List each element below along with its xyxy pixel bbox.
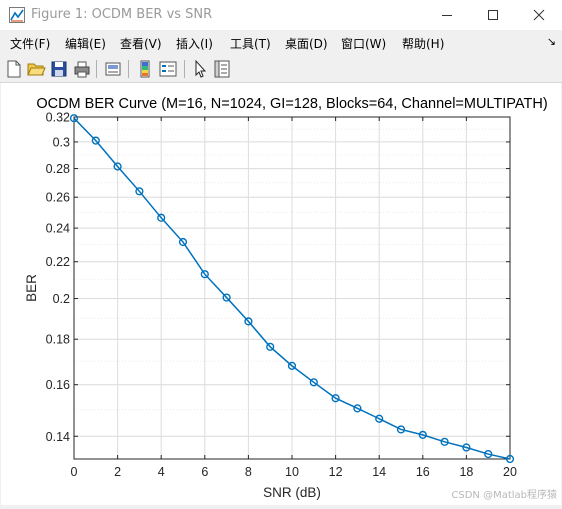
- data-point-marker: [505, 454, 515, 464]
- new-figure-icon: [7, 60, 21, 78]
- series: [69, 114, 515, 464]
- toolbar-separator: [96, 60, 97, 78]
- data-point-marker: [244, 317, 253, 326]
- x-tick-label: 2: [114, 465, 121, 479]
- open-file-icon: [27, 63, 46, 76]
- colorbar-icon: [140, 60, 150, 78]
- save-icon: [51, 61, 67, 77]
- new-figure-button[interactable]: [4, 59, 24, 79]
- pointer-icon: [195, 59, 207, 78]
- x-tick-label: 4: [158, 465, 165, 479]
- x-tick-label: 18: [459, 465, 473, 479]
- link-plot-icon: [105, 62, 121, 76]
- menu-view[interactable]: 查看(V): [120, 37, 162, 51]
- minimize-button[interactable]: [424, 0, 470, 30]
- property-editor-button[interactable]: [212, 59, 232, 79]
- y-tick-label: 0.32: [46, 111, 70, 125]
- y-tick-label: 0.2: [53, 292, 70, 306]
- data-point-marker: [309, 378, 318, 387]
- property-editor-icon: [214, 60, 230, 78]
- print-button[interactable]: [72, 59, 92, 79]
- link-plot-button[interactable]: [103, 59, 123, 79]
- data-point-marker: [157, 213, 166, 222]
- data-point-marker: [462, 443, 471, 452]
- colorbar-button[interactable]: [135, 59, 155, 79]
- menu-tools[interactable]: 工具(T): [230, 37, 271, 51]
- ber-curve-line: [73, 117, 511, 460]
- x-tick-label: 10: [285, 465, 299, 479]
- menu-insert[interactable]: 插入(I): [176, 37, 213, 51]
- save-button[interactable]: [49, 59, 69, 79]
- data-point-marker: [375, 414, 384, 423]
- matlab-figure-icon: [9, 7, 25, 23]
- legend-icon: [159, 61, 177, 77]
- x-tick-label: 16: [416, 465, 430, 479]
- grid: [73, 116, 511, 459]
- x-tick-label: 8: [245, 465, 252, 479]
- legend-button[interactable]: [158, 59, 178, 79]
- figure-toolbar: [0, 56, 562, 83]
- minimize-icon: [442, 15, 452, 16]
- y-tick-label: 0.26: [46, 191, 70, 205]
- window-bottom-edge: [0, 505, 562, 508]
- x-tick-label: 6: [201, 465, 208, 479]
- watermark-text: CSDN @Matlab程序猿: [451, 490, 557, 501]
- menu-bar: 文件(F) 编辑(E) 查看(V) 插入(I) 工具(T) 桌面(D) 窗口(W…: [0, 30, 562, 56]
- y-tick-label: 0.16: [46, 378, 70, 392]
- data-point-marker: [287, 361, 297, 370]
- y-tick-label: 0.3: [53, 135, 70, 149]
- data-point-marker: [178, 237, 188, 247]
- y-tick-label: 0.14: [46, 430, 70, 444]
- chevron-icon[interactable]: ↘: [546, 35, 556, 48]
- toolbar-separator: [128, 60, 129, 78]
- data-point-marker: [440, 437, 449, 446]
- open-file-button[interactable]: [26, 59, 46, 79]
- data-point-marker: [69, 114, 79, 123]
- print-icon: [74, 61, 90, 78]
- data-point-marker: [353, 404, 362, 413]
- chart-title: OCDM BER Curve (M=16, N=1024, GI=128, Bl…: [36, 96, 547, 112]
- x-tick-label: 0: [71, 465, 78, 479]
- data-point-marker: [396, 425, 406, 434]
- close-icon: [533, 9, 545, 21]
- menu-help[interactable]: 帮助(H): [402, 37, 445, 51]
- data-point-marker: [113, 162, 122, 171]
- menu-window[interactable]: 窗口(W): [341, 37, 387, 51]
- menu-edit[interactable]: 编辑(E): [65, 37, 106, 51]
- ticks: 0 2 4 6 8 10 12 14 16 18 20 0.14 0.16 0.18 0.2 0.22 0.24…: [46, 111, 517, 480]
- y-tick-label: 0.18: [46, 333, 70, 347]
- maximize-icon: [488, 10, 498, 20]
- data-point-marker: [484, 449, 493, 459]
- x-tick-label: 12: [329, 465, 343, 479]
- data-point-marker: [135, 187, 144, 196]
- data-point-marker: [331, 394, 340, 403]
- x-tick-label: 14: [372, 465, 386, 479]
- window-title-bar[interactable]: Figure 1: OCDM BER vs SNR: [0, 0, 562, 30]
- toolbar-separator: [184, 60, 185, 78]
- menu-desktop[interactable]: 桌面(D): [285, 37, 328, 51]
- y-tick-label: 0.28: [46, 162, 70, 176]
- data-point-marker: [91, 136, 100, 145]
- x-axis-label: SNR (dB): [263, 485, 321, 500]
- data-point-marker: [222, 293, 231, 302]
- y-tick-label: 0.24: [46, 222, 70, 236]
- data-point-marker: [200, 270, 209, 279]
- menu-file[interactable]: 文件(F): [10, 37, 51, 51]
- maximize-button[interactable]: [470, 0, 516, 30]
- y-tick-label: 0.22: [46, 255, 70, 269]
- window-title: Figure 1: OCDM BER vs SNR: [31, 7, 213, 22]
- figure-canvas: 0 2 4 6 8 10 12 14 16 18 20 0.14 0.16 0.18 0.2 0.22 0.24…: [1, 83, 561, 505]
- ber-chart: 0 2 4 6 8 10 12 14 16 18 20 0.14 0.16 0.18 0.2 0.22 0.24…: [24, 96, 548, 500]
- pointer-button[interactable]: [190, 59, 210, 79]
- data-point-marker: [266, 342, 275, 351]
- close-button[interactable]: [516, 0, 562, 30]
- x-tick-label: 20: [503, 465, 517, 479]
- y-axis-label: BER: [24, 274, 39, 302]
- data-point-marker: [418, 430, 427, 439]
